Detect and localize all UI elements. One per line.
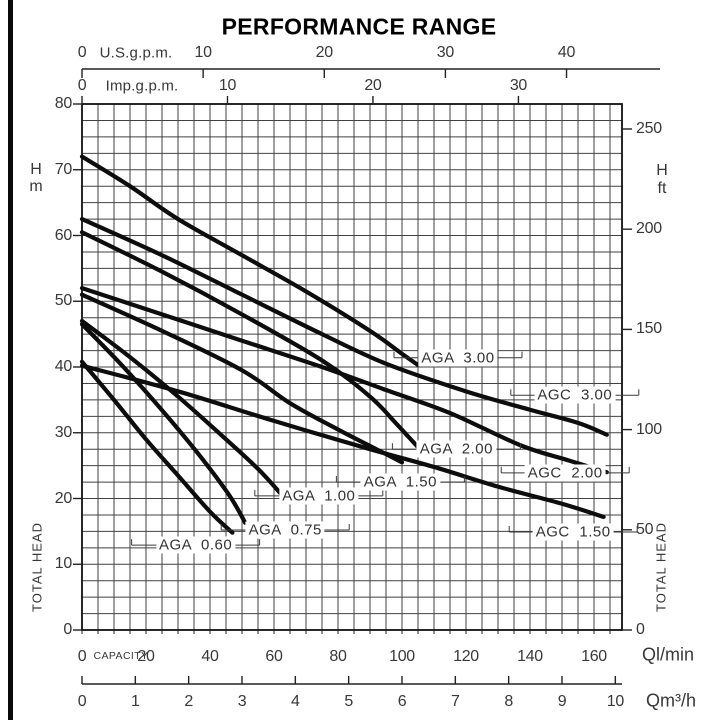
head-unit-right-h: H (656, 162, 668, 179)
curve-label-aga-1-50: AGA 1.50 (360, 473, 440, 491)
capacity-tick-label: 20 (137, 648, 155, 665)
capacity-tick-label: 160 (581, 648, 607, 665)
imp-gpm-tick-label: 10 (218, 77, 237, 94)
capacity-tick-label: 100 (389, 648, 415, 665)
head-m-tick-label: 10 (54, 555, 73, 573)
curve-aga-1-00 (79, 318, 283, 496)
curve-label-aga-0-60: AGA 0.60 (155, 536, 236, 554)
capacity-tick-label: 120 (453, 648, 479, 665)
imp-gpm-tick-label: 0 (77, 77, 87, 94)
head-ft-tick-label: 100 (636, 420, 662, 438)
head-ft-tick-label: 150 (636, 320, 662, 338)
head-m-tick-label: 80 (54, 95, 73, 112)
head-unit-right-ft: ft (657, 180, 667, 197)
us-gpm-tick-label: 10 (194, 44, 213, 61)
capacity-tick-label: 60 (265, 648, 283, 665)
capacity-tick-label: 0 (77, 648, 87, 665)
us-gpm-tick-label: 40 (557, 44, 576, 61)
page-edge-strip (8, 0, 13, 720)
m3h-tick-label: 10 (606, 693, 625, 710)
curve-label-aga-3-00: AGA 3.00 (418, 349, 498, 367)
head-m-tick-label: 60 (54, 226, 73, 244)
curve-label-aga-1-00: AGA 1.00 (279, 487, 359, 505)
m3h-tick-label: 8 (504, 693, 513, 710)
curve-label-aga-0-75: AGA 0.75 (245, 521, 325, 539)
curve-aga-3-00 (79, 154, 421, 368)
m3h-tick-label: 2 (184, 693, 193, 710)
head-m-tick-label: 70 (54, 160, 73, 178)
curve-label-agc-3-00: AGC 3.00 (534, 386, 616, 404)
curve-label-agc-1-50: AGC 1.50 (532, 523, 614, 541)
capacity-axis-label: CAPACITY (93, 650, 149, 662)
head-m-tick-label: 0 (63, 621, 72, 638)
head-m-tick-label: 30 (54, 423, 73, 441)
curve-label-agc-2-00: AGC 2.00 (524, 464, 606, 482)
us-gpm-axis-label: U.S.g.p.m. (99, 44, 173, 62)
m3h-tick-label: 9 (557, 693, 567, 710)
head-unit-left-h: H (30, 161, 42, 178)
qm3h-unit-label: Qm³/h (645, 690, 697, 711)
head-m-tick-label: 20 (54, 489, 73, 507)
head-ft-tick-label: 200 (636, 220, 662, 238)
us-gpm-tick-label: 0 (77, 44, 87, 61)
head-unit-left-m: m (29, 178, 43, 195)
m3h-tick-label: 1 (131, 693, 140, 710)
ql-min-unit-label: Ql/min (641, 644, 695, 665)
capacity-tick-label: 80 (329, 648, 347, 665)
curve-aga-2-00 (79, 230, 421, 450)
head-ft-tick-label: 50 (636, 520, 654, 538)
curve-aga-0-60 (79, 359, 235, 535)
m3h-tick-label: 0 (77, 693, 87, 710)
m3h-tick-label: 4 (291, 693, 300, 710)
imp-gpm-tick-label: 30 (509, 77, 528, 94)
m3h-tick-label: 6 (397, 693, 407, 710)
head-ft-tick-label: 250 (636, 119, 662, 137)
total-head-left-label: TOTAL HEAD (29, 522, 45, 612)
curve-label-aga-2-00: AGA 2.00 (416, 440, 496, 458)
total-head-right-label: TOTAL HEAD (653, 522, 669, 612)
imp-gpm-axis-label: Imp.g.p.m. (105, 77, 179, 95)
us-gpm-tick-label: 20 (315, 44, 334, 61)
curve-agc-2-00 (79, 286, 609, 475)
us-gpm-tick-label: 30 (436, 44, 455, 61)
head-m-tick-label: 40 (54, 358, 73, 375)
curve-agc-1-50 (79, 363, 606, 520)
m3h-tick-label: 5 (344, 693, 353, 710)
m3h-tick-label: 3 (237, 693, 247, 710)
chart-title: PERFORMANCE RANGE (221, 13, 497, 40)
imp-gpm-tick-label: 20 (364, 77, 382, 94)
curve-agc-3-00 (79, 216, 609, 437)
capacity-tick-label: 140 (517, 648, 543, 665)
head-m-tick-label: 50 (54, 292, 73, 310)
m3h-tick-label: 7 (451, 693, 460, 710)
head-ft-tick-label: 0 (636, 621, 645, 638)
curve-aga-0-75 (79, 322, 248, 525)
capacity-tick-label: 40 (201, 648, 219, 665)
